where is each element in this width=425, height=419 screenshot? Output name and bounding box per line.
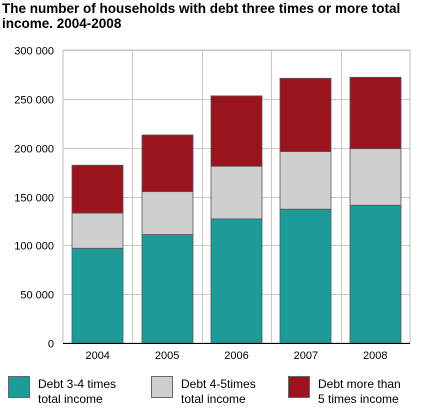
x-tick-label-2008: 2008	[363, 350, 387, 362]
stacked-bar-chart: 0 50 000 100 000 150 000 200 000 250 000 300 0…	[14, 46, 411, 362]
legend-label-debt-3-4: Debt 3-4 times total income	[38, 377, 117, 406]
y-tick-label-0: 0	[48, 339, 54, 351]
legend-item-debt-over-5: Debt more than 5 times income	[288, 376, 401, 407]
bar-debt-3-4-times-total-income-2005	[141, 234, 194, 344]
y-tick-label-50000: 50 000	[20, 290, 54, 302]
bar-debt-4-5times-total-income-2004	[71, 212, 124, 249]
legend-swatch-debt-3-4	[8, 376, 30, 398]
legend-label-debt-over-5: Debt more than 5 times income	[318, 377, 401, 406]
bar-debt-3-4-times-total-income-2008	[349, 204, 402, 344]
bar-debt-3-4-times-total-income-2006	[210, 218, 263, 344]
legend-label-debt-4-5: Debt 4-5times total income	[181, 377, 256, 406]
legend-item-debt-3-4: Debt 3-4 times total income	[8, 376, 116, 407]
legend-item-debt-4-5: Debt 4-5times total income	[151, 376, 256, 407]
x-tick-label-2007: 2007	[294, 350, 318, 362]
y-tick-label-300000: 300 000	[14, 46, 54, 58]
bar-debt-4-5times-total-income-2007	[279, 151, 332, 210]
bar-debt-more-than-5-times-income-2005	[141, 134, 194, 193]
x-tick-label-2005: 2005	[155, 350, 179, 362]
legend-swatch-debt-over-5	[288, 376, 310, 398]
chart-title: The number of households with debt three…	[2, 1, 401, 31]
bar-debt-more-than-5-times-income-2004	[71, 164, 124, 214]
legend-swatch-debt-4-5	[151, 376, 173, 398]
y-tick-label-150000: 150 000	[14, 193, 54, 205]
bar-debt-4-5times-total-income-2006	[210, 165, 263, 220]
y-tick-label-100000: 100 000	[14, 241, 54, 253]
y-tick-label-200000: 200 000	[14, 144, 54, 156]
bar-debt-more-than-5-times-income-2007	[279, 77, 332, 152]
bar-debt-4-5times-total-income-2005	[141, 191, 194, 235]
bar-debt-more-than-5-times-income-2008	[349, 76, 402, 150]
bar-debt-more-than-5-times-income-2006	[210, 95, 263, 167]
x-tick-label-2006: 2006	[224, 350, 248, 362]
legend: Debt 3-4 times total income Debt 4-5time…	[0, 376, 425, 416]
y-tick-label-250000: 250 000	[14, 95, 54, 107]
x-tick-label-2004: 2004	[85, 350, 109, 362]
bar-debt-3-4-times-total-income-2004	[71, 247, 124, 344]
bar-debt-4-5times-total-income-2008	[349, 148, 402, 206]
bar-debt-3-4-times-total-income-2007	[279, 208, 332, 344]
